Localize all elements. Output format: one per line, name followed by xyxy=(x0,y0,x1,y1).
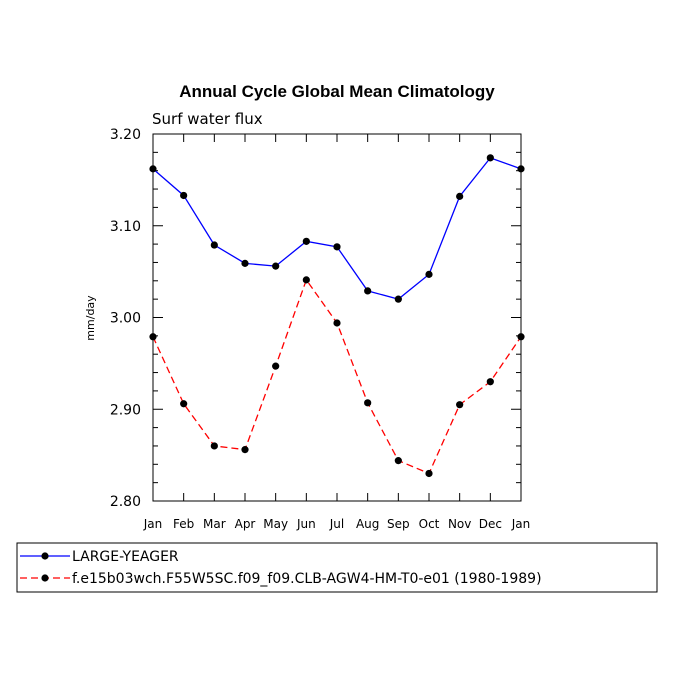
x-tick-label: Jul xyxy=(329,517,344,531)
data-point xyxy=(517,165,525,173)
x-tick-label: Aug xyxy=(356,517,379,531)
data-point xyxy=(517,333,525,341)
data-point xyxy=(394,295,402,303)
x-tick-label: Sep xyxy=(387,517,410,531)
data-point xyxy=(456,192,464,200)
data-point xyxy=(456,401,464,409)
y-tick-label: 3.10 xyxy=(110,219,141,235)
x-tick-label: Nov xyxy=(448,517,471,531)
y-axis-label: mm/day xyxy=(84,295,97,341)
x-tick-label: Jan xyxy=(143,517,163,531)
x-tick-labels: Jan Feb Mar Apr May Jun Jul Aug Sep Oct Nov Dec Jan xyxy=(143,517,531,531)
data-point xyxy=(180,400,188,408)
legend-box xyxy=(16,542,658,593)
y-tick-labels: 2.80 2.90 3.00 3.10 3.20 xyxy=(110,127,141,510)
y-tick-label: 2.80 xyxy=(110,494,141,510)
data-point xyxy=(486,378,494,386)
x-tick-label: Jun xyxy=(296,517,316,531)
x-tick-label: Apr xyxy=(235,517,256,531)
chart-title: Annual Cycle Global Mean Climatology xyxy=(179,82,495,101)
y-tick-label: 3.00 xyxy=(110,311,141,327)
data-point xyxy=(425,270,433,278)
data-point xyxy=(302,237,310,245)
x-tick-label: May xyxy=(263,517,288,531)
data-point xyxy=(333,243,341,251)
data-point xyxy=(364,399,372,407)
data-point xyxy=(149,165,157,173)
data-point xyxy=(210,442,218,450)
data-point xyxy=(302,276,310,284)
legend-label-1: f.e15b03wch.F55W5SC.f09_f09.CLB-AGW4-HM-… xyxy=(72,571,542,587)
data-point xyxy=(333,319,341,327)
data-point xyxy=(272,262,280,270)
data-point xyxy=(149,333,157,341)
x-tick-label: Jan xyxy=(511,517,531,531)
x-tick-label: Mar xyxy=(203,517,226,531)
x-tick-label: Feb xyxy=(173,517,194,531)
y-tick-label: 3.20 xyxy=(110,127,141,143)
data-point xyxy=(486,154,494,162)
legend-label-0: LARGE-YEAGER xyxy=(72,549,179,565)
legend-marker xyxy=(41,552,49,560)
data-point xyxy=(180,191,188,200)
legend-marker xyxy=(41,574,49,582)
data-point xyxy=(241,446,249,454)
x-tick-label: Dec xyxy=(479,517,502,531)
data-point xyxy=(394,457,402,465)
data-point xyxy=(210,241,218,249)
data-point xyxy=(272,362,280,370)
data-point xyxy=(241,259,249,267)
data-point xyxy=(425,469,433,478)
series-line-1 xyxy=(152,278,522,475)
legend: LARGE-YEAGER f.e15b03wch.F55W5SC.f09_f09.… xyxy=(20,549,542,587)
x-tick-label: Oct xyxy=(419,517,440,531)
data-point xyxy=(364,287,372,295)
series-line-0 xyxy=(152,157,522,300)
chart-subtitle: Surf water flux xyxy=(152,110,263,128)
series-layer xyxy=(149,154,525,478)
y-tick-label: 2.90 xyxy=(110,402,141,418)
